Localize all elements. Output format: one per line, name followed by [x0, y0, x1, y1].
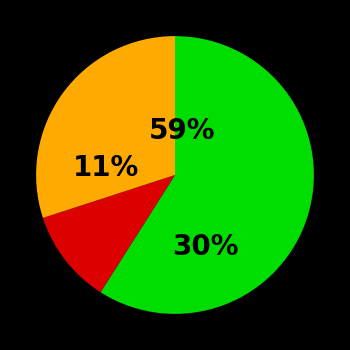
- Text: 11%: 11%: [72, 154, 139, 182]
- Wedge shape: [100, 36, 314, 314]
- Wedge shape: [43, 175, 175, 292]
- Wedge shape: [36, 36, 175, 218]
- Text: 30%: 30%: [172, 233, 239, 261]
- Text: 59%: 59%: [149, 117, 215, 145]
